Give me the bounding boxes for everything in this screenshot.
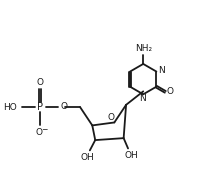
Text: O: O [166, 87, 173, 96]
Text: O: O [36, 128, 43, 137]
Text: N: N [139, 94, 146, 103]
Text: NH₂: NH₂ [135, 44, 152, 53]
Text: OH: OH [125, 151, 138, 160]
Text: OH: OH [80, 153, 94, 162]
Text: O: O [61, 102, 68, 111]
Text: N: N [158, 66, 165, 75]
Text: HO: HO [4, 103, 17, 112]
Text: O: O [108, 113, 115, 122]
Text: −: − [42, 125, 48, 134]
Text: P: P [37, 102, 43, 112]
Text: O: O [37, 78, 44, 87]
